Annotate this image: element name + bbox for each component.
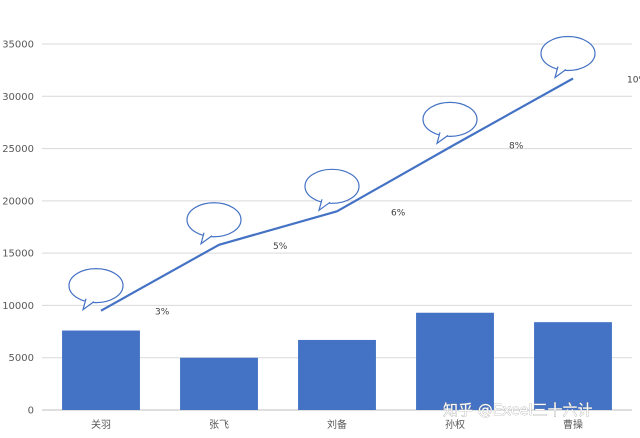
callout-bubble [422,101,478,137]
data-label: 5% [273,242,288,252]
bar [62,330,140,410]
y-tick-label: 10000 [2,301,34,312]
x-category-label: 刘备 [327,418,347,431]
bar [298,339,376,410]
y-axis-ticks: 0 5000 10000 15000 20000 25000 30000 35000 [2,40,34,417]
bar [180,357,258,410]
bar [534,322,612,410]
callout-bubble [186,202,242,238]
callout-tail [317,199,331,212]
y-tick-label: 15000 [2,249,34,260]
x-category-label: 张飞 [209,419,229,431]
watermark: 知乎 @Excel三十六计 [443,401,593,419]
callout-bubble [68,268,124,304]
x-category-label: 孙权 [445,418,465,431]
callout-tail [81,298,95,312]
callout-bubble [304,168,360,204]
callout-tail [435,132,449,145]
y-tick-label: 35000 [2,40,34,51]
callout-markers [68,35,596,312]
y-tick-label: 5000 [9,353,34,364]
x-category-label: 曹操 [563,418,583,431]
y-tick-label: 20000 [2,196,34,207]
x-axis-categories: 关羽 张飞 刘备 孙权 曹操 [91,418,583,431]
bar [416,312,494,410]
callout-tail [199,232,213,246]
y-tick-label: 25000 [2,144,34,155]
y-tick-label: 0 [28,406,34,417]
data-label: 10% [627,76,640,86]
data-labels: 3% 5% 6% 8% 10% [155,76,640,318]
callout-bubble [540,35,596,72]
data-label: 8% [509,141,524,151]
callout-tail [553,66,567,79]
data-label: 3% [155,308,170,318]
x-category-label: 关羽 [91,418,111,431]
y-tick-label: 30000 [2,92,34,103]
bar-series [62,312,612,410]
line-series-path [100,77,574,312]
line-series [100,77,574,312]
data-label: 6% [391,208,406,218]
